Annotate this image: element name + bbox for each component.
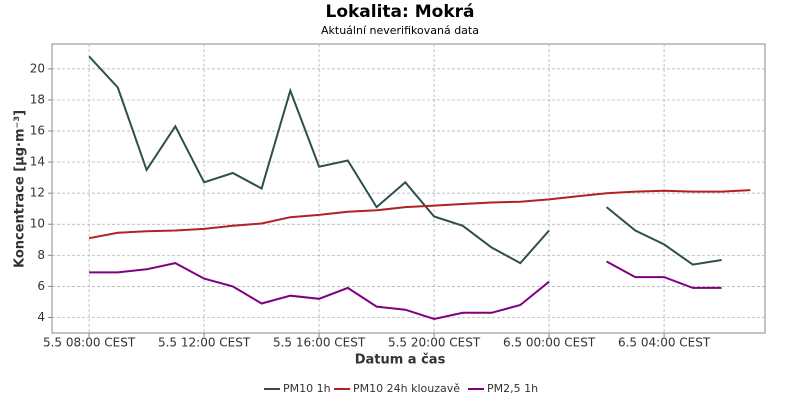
x-tick-label: 5.5 20:00 CEST xyxy=(388,336,481,350)
x-tick-label: 6.5 00:00 CEST xyxy=(503,336,596,350)
legend-label: PM2,5 1h xyxy=(487,382,538,395)
x-tick-label: 6.5 04:00 CEST xyxy=(618,336,711,350)
x-tick-label: 5.5 12:00 CEST xyxy=(158,336,251,350)
y-tick-label: 8 xyxy=(37,248,45,262)
series-line xyxy=(89,260,722,321)
x-axis-label: Datum a čas xyxy=(355,353,446,368)
y-tick-label: 6 xyxy=(37,279,45,293)
legend: PM10 1h PM10 24h klouzavě PM2,5 1h xyxy=(264,382,538,395)
y-tick-label: 14 xyxy=(30,155,45,169)
y-tick-label: 16 xyxy=(30,124,45,138)
y-tick-label: 12 xyxy=(30,186,45,200)
legend-label: PM10 24h klouzavě xyxy=(353,382,460,395)
y-axis-label: Koncentrace [µg·m⁻³] xyxy=(13,110,28,268)
y-tick-label: 10 xyxy=(30,217,45,231)
plot-area xyxy=(51,43,766,334)
x-tick-label: 5.5 16:00 CEST xyxy=(273,336,366,350)
y-tick-label: 20 xyxy=(30,61,45,75)
chart-title: Lokalita: Mokrá xyxy=(325,2,474,22)
y-tick-label: 18 xyxy=(30,92,45,106)
series-line xyxy=(88,55,722,266)
legend-label: PM10 1h xyxy=(283,382,331,395)
x-tick-label: 5.5 08:00 CEST xyxy=(43,336,136,350)
y-tick-label: 4 xyxy=(37,310,45,324)
series-line xyxy=(88,189,751,240)
chart-subtitle: Aktuální neverifikovaná data xyxy=(321,24,479,37)
